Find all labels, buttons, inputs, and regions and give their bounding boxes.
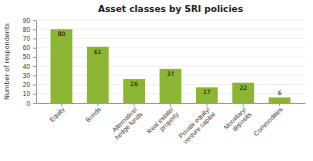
grid-line xyxy=(36,47,305,48)
x-tick: Commodities xyxy=(252,103,284,137)
y-tick-mark xyxy=(33,85,36,86)
x-tick: Real estate/property xyxy=(145,103,181,141)
data-labels: 80 61 26 37 17 22 6 xyxy=(58,30,282,96)
data-label: 17 xyxy=(203,88,211,95)
data-label: 6 xyxy=(278,89,282,96)
bar xyxy=(232,83,254,103)
y-tick-mark xyxy=(33,66,36,67)
x-tick-label-line: property xyxy=(158,110,181,133)
bar xyxy=(87,47,109,103)
data-label: 37 xyxy=(167,70,175,77)
x-tick-label: Private equity/venture capital xyxy=(176,105,217,146)
x-tick: Equity xyxy=(48,103,67,124)
y-tick-mark xyxy=(33,29,36,30)
x-tick-label: Real estate/property xyxy=(145,105,181,141)
y-axis: 0 10 20 30 40 50 60 70 80 90 xyxy=(23,17,37,107)
y-tick-label: 40 xyxy=(23,63,31,70)
y-tick-mark xyxy=(33,38,36,39)
y-tick-label: 10 xyxy=(23,90,31,97)
plot-area xyxy=(51,29,291,103)
y-tick: 30 xyxy=(23,72,36,79)
grid-line xyxy=(36,56,305,57)
x-tick-mark xyxy=(279,103,280,106)
x-tick-mark xyxy=(206,103,207,106)
x-tick: Monetary/deposits xyxy=(222,103,254,137)
x-tick-label-line: venture capital xyxy=(181,110,217,146)
grid-line xyxy=(36,38,305,39)
bar xyxy=(160,69,182,103)
x-tick-mark xyxy=(97,103,98,106)
grid-line xyxy=(36,66,305,67)
x-axis: Equity Bonds Alternative/hedge fundsReal e… xyxy=(37,103,306,146)
y-tick-label: 80 xyxy=(23,26,31,33)
x-tick-label: Alternative/hedge funds xyxy=(108,105,145,142)
title: Asset classes by SRI policies xyxy=(98,4,243,14)
data-label: 26 xyxy=(130,80,138,87)
y-tick-mark xyxy=(33,94,36,95)
y-tick-mark xyxy=(33,103,36,104)
chart: Equity Bonds Alternative/hedge fundsReal e… xyxy=(0,0,313,161)
data-label: 22 xyxy=(239,84,247,91)
grid-line xyxy=(36,20,305,21)
x-tick-label-line: Commodities xyxy=(252,105,284,137)
y-tick-mark xyxy=(33,75,36,76)
y-tick-label: 70 xyxy=(23,35,31,42)
grid-line xyxy=(36,29,305,30)
data-label: 80 xyxy=(58,30,66,37)
y-tick: 80 xyxy=(23,26,36,33)
x-tick-label-line: Equity xyxy=(48,105,67,124)
bar xyxy=(269,97,291,103)
x-tick-label-line: deposits xyxy=(230,110,253,133)
grid xyxy=(36,20,305,103)
y-tick-label: 30 xyxy=(23,72,31,79)
y-tick-mark xyxy=(33,57,36,58)
y-tick-label: 60 xyxy=(23,44,31,51)
bar xyxy=(196,87,218,103)
x-tick-mark xyxy=(170,103,171,106)
x-tick: Private equity/venture capital xyxy=(176,103,217,146)
y-tick-mark xyxy=(33,48,36,49)
x-tick: Alternative/hedge funds xyxy=(108,103,145,141)
x-tick-mark xyxy=(61,103,62,106)
x-tick-label: Commodities xyxy=(252,105,284,137)
x-tick-mark xyxy=(243,103,244,106)
y-tick-label: 90 xyxy=(23,17,31,24)
bar xyxy=(51,29,73,103)
y-axis-title: Number of respondents xyxy=(3,22,11,99)
y-axis-line xyxy=(36,21,37,104)
y-tick-label: 50 xyxy=(23,53,31,60)
x-tick-mark xyxy=(134,103,135,106)
y-tick-label: 0 xyxy=(26,100,30,107)
y-tick: 90 xyxy=(23,17,36,24)
y-tick: 0 xyxy=(26,100,36,107)
x-tick-label-line: hedge funds xyxy=(113,110,144,141)
y-tick: 50 xyxy=(23,53,36,60)
y-tick: 10 xyxy=(23,90,36,97)
x-tick-label: Equity xyxy=(48,105,67,124)
x-tick-label: Bonds xyxy=(84,105,103,124)
y-tick: 40 xyxy=(23,63,36,70)
bar xyxy=(123,79,145,103)
y-tick-mark xyxy=(33,20,36,21)
x-tick: Bonds xyxy=(84,103,103,123)
data-label: 61 xyxy=(94,48,102,55)
y-tick: 20 xyxy=(23,81,36,88)
x-tick-label-line: Bonds xyxy=(84,105,103,124)
y-tick: 70 xyxy=(23,35,36,42)
x-tick-label: Monetary/deposits xyxy=(222,105,254,137)
y-tick-label: 20 xyxy=(23,81,31,88)
y-tick: 60 xyxy=(23,44,36,51)
